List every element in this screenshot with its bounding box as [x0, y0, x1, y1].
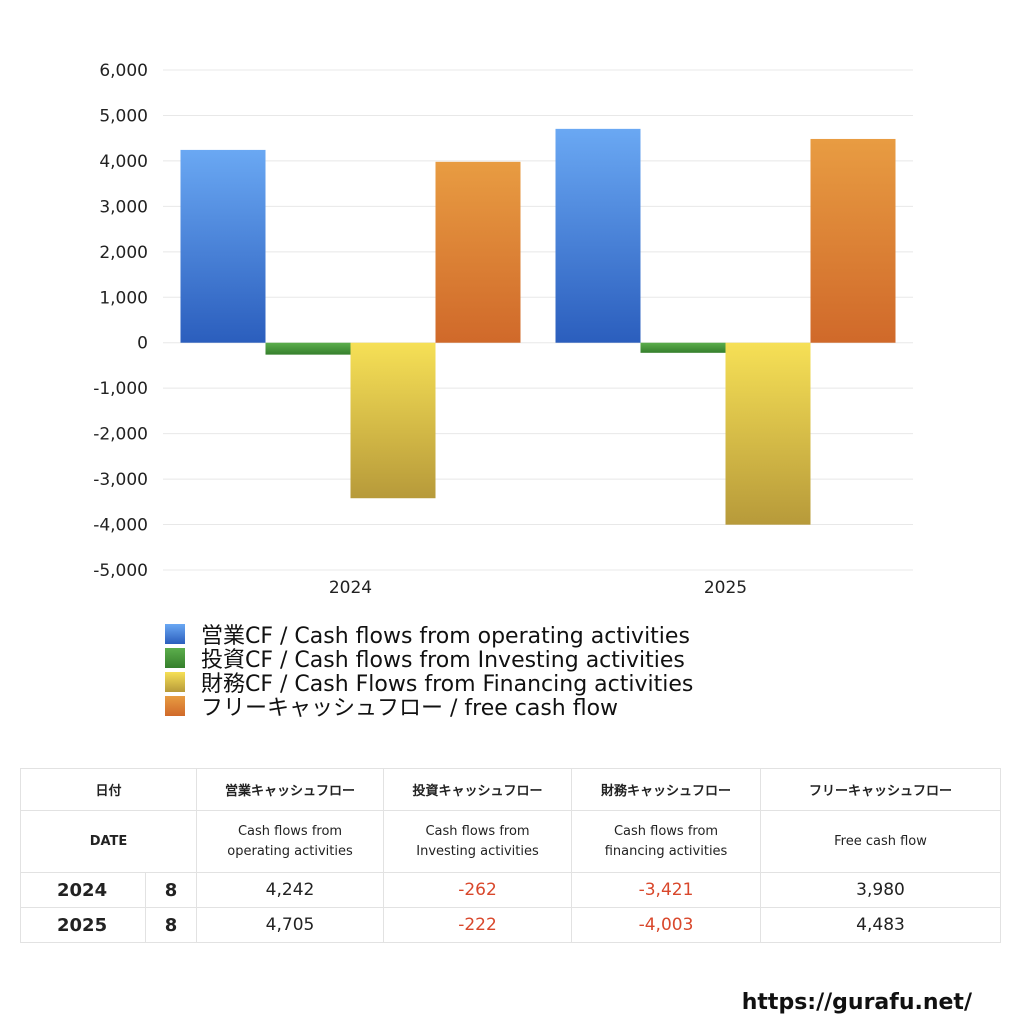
table-header-jp: 日付 営業キャッシュフロー 投資キャッシュフロー 財務キャッシュフロー フリーキ…	[19, 768, 1002, 811]
legend-item-free: フリーキャッシュフロー / free cash flow	[165, 694, 693, 721]
y-tick-label: 2,000	[99, 243, 148, 263]
table-header-en: DATE Cash flows from operating activitie…	[19, 810, 1002, 873]
y-tick-label: 4,000	[99, 152, 148, 172]
legend-swatch	[165, 672, 185, 692]
table-row: 2025 8 4,705 -222 -4,003 4,483	[20, 907, 1002, 943]
y-tick-label: 5,000	[99, 106, 148, 126]
cash-flow-bar-chart: 6,000 5,000 4,000 3,000 2,000 1,000 0 -1,000 -2,…	[93, 61, 913, 598]
y-tick-label: -4,000	[93, 516, 148, 536]
legend-swatch	[165, 648, 185, 668]
legend-item-financing: 財務CF / Cash Flows from Financing activit…	[165, 670, 693, 697]
y-tick-label: 3,000	[99, 197, 148, 217]
bar-2025-series-0	[555, 128, 641, 343]
x-tick-label: 2025	[704, 578, 747, 598]
cash-flow-table: 日付 営業キャッシュフロー 投資キャッシュフロー 財務キャッシュフロー フリーキ…	[19, 768, 1002, 943]
y-tick-label: -3,000	[93, 470, 148, 490]
y-tick-label: 0	[137, 334, 148, 354]
site-url[interactable]: https://gurafu.net/	[741, 990, 972, 1015]
legend-swatch	[165, 624, 185, 644]
y-tick-label: -2,000	[93, 425, 148, 445]
chart-legend: 営業CF / Cash flows from operating activit…	[165, 622, 693, 721]
bar-2024-series-3	[435, 161, 521, 343]
y-tick-label: 1,000	[99, 288, 148, 308]
bar-2024-series-0	[180, 149, 266, 343]
bar-2024-series-1	[265, 342, 351, 355]
y-tick-label: -5,000	[93, 561, 148, 581]
y-tick-label: 6,000	[99, 61, 148, 81]
bar-2025-series-2	[725, 342, 811, 525]
x-tick-label: 2024	[329, 578, 372, 598]
legend-item-investing: 投資CF / Cash flows from Investing activit…	[165, 646, 693, 673]
bar-2024-series-2	[350, 342, 436, 499]
legend-swatch	[165, 696, 185, 716]
legend-item-operating: 営業CF / Cash flows from operating activit…	[165, 622, 693, 649]
table-row: 2024 8 4,242 -262 -3,421 3,980	[20, 872, 1002, 908]
bar-2025-series-3	[810, 138, 896, 343]
y-tick-label: -1,000	[93, 379, 148, 399]
bar-2025-series-1	[640, 342, 726, 353]
